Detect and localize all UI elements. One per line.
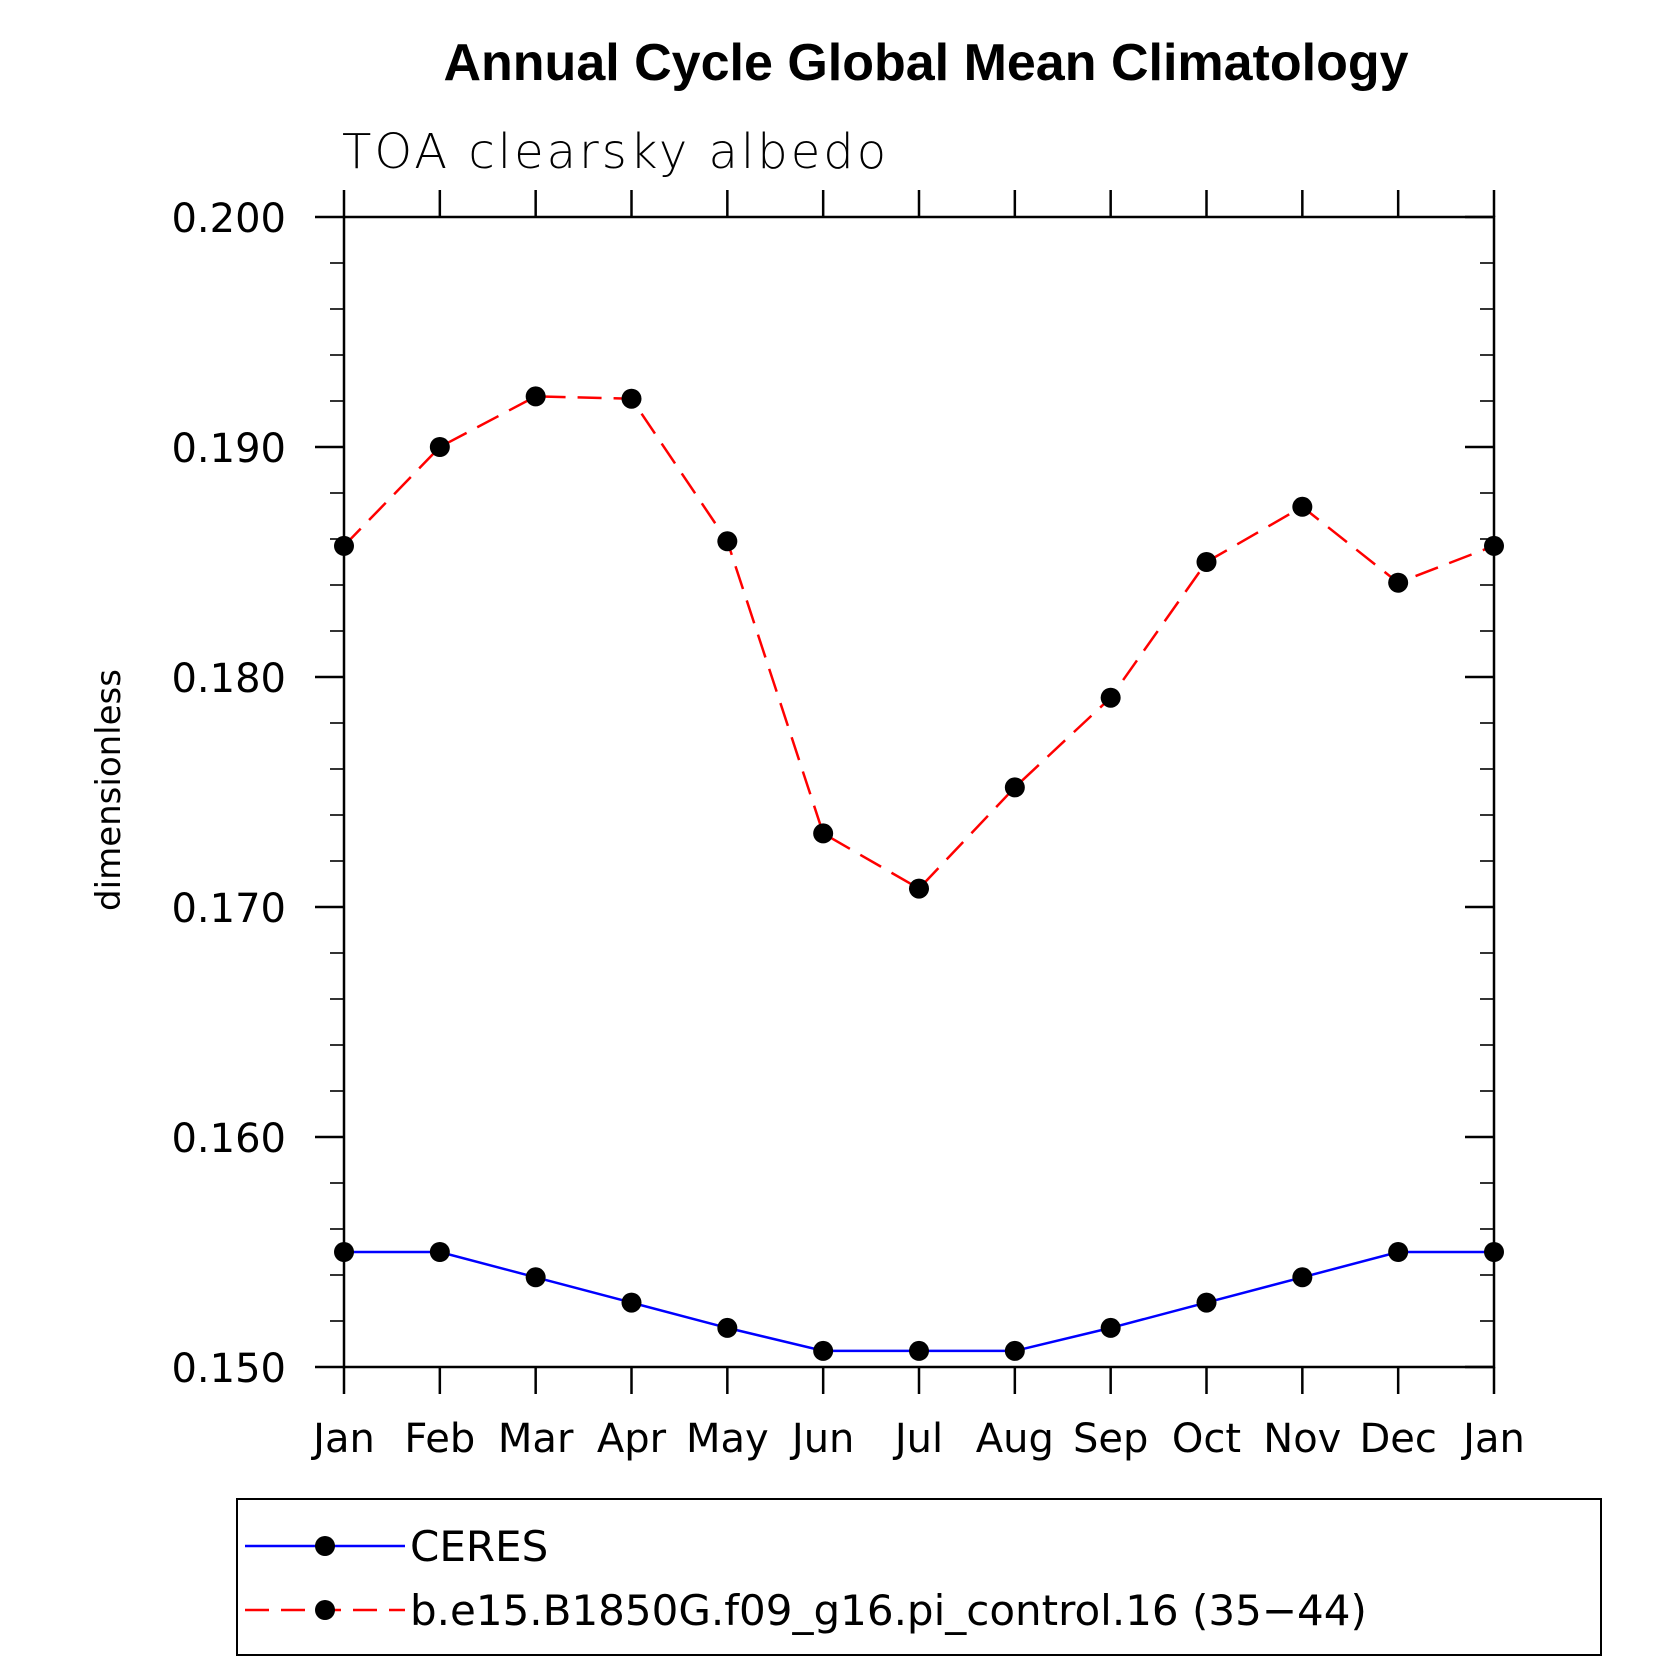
data-point (1388, 572, 1409, 593)
data-point (525, 386, 546, 407)
data-point (813, 1340, 834, 1361)
data-point (334, 1242, 354, 1262)
data-point (334, 535, 354, 556)
chart-title: Annual Cycle Global Mean Climatology (443, 34, 1408, 92)
x-tick-label: Oct (1172, 1416, 1241, 1462)
axis-ticks (315, 190, 1496, 1394)
x-tick-label: Nov (1263, 1416, 1341, 1462)
x-tick-label: Jun (789, 1416, 855, 1462)
data-point (1484, 535, 1504, 556)
data-point (621, 1292, 642, 1313)
legend: CERES b.e15.B1850G.f09_g16.pi_control.16 … (236, 1498, 1602, 1656)
data-point (1196, 1292, 1217, 1313)
x-tick-label: Jan (1460, 1416, 1525, 1462)
data-point (1292, 496, 1313, 517)
series-line (344, 1250, 1494, 1353)
data-point (1388, 1242, 1409, 1262)
data-point (909, 1340, 929, 1361)
data-point (1004, 777, 1025, 798)
data-point (717, 531, 738, 552)
data-point (1292, 1267, 1313, 1288)
y-tick-label: 0.150 (171, 1346, 286, 1392)
x-tick-label: Jul (892, 1416, 943, 1462)
data-point (813, 823, 834, 844)
y-tick-label: 0.180 (171, 656, 286, 702)
y-tick-label: 0.190 (171, 426, 286, 472)
legend-marker (315, 1536, 335, 1556)
data-point (717, 1317, 738, 1338)
data-point (1004, 1340, 1025, 1361)
y-tick-label: 0.170 (171, 886, 286, 932)
y-tick-label: 0.160 (171, 1116, 286, 1162)
legend-marker (315, 1600, 335, 1620)
data-point (429, 1242, 450, 1262)
data-point (1484, 1242, 1504, 1262)
x-tick-label: Feb (404, 1416, 475, 1462)
x-tick-label: Mar (498, 1416, 574, 1462)
x-tick-label: Aug (976, 1416, 1054, 1462)
data-point (1100, 1317, 1121, 1338)
chart-subtitle: TOA clearsky albedo (342, 124, 889, 180)
x-tick-label: Dec (1359, 1416, 1436, 1462)
plot-frame (342, 215, 1496, 1369)
y-tick-label: 0.200 (171, 196, 286, 242)
x-tick-label: Apr (597, 1416, 667, 1462)
y-axis-label: dimensionless (89, 669, 129, 911)
legend-label: b.e15.B1850G.f09_g16.pi_control.16 (35−4… (410, 1586, 1367, 1635)
x-tick-label: May (686, 1416, 769, 1462)
data-point (621, 388, 642, 409)
data-point (525, 1267, 546, 1288)
x-tick-label: Sep (1073, 1416, 1148, 1462)
data-point (1100, 687, 1121, 708)
axis-tick-labels: Jan Feb Mar Apr May Jun Jul Aug Sep Oct Nov Dec Jan 0… (171, 196, 1524, 1462)
legend-label: CERES (410, 1522, 548, 1571)
series-group (334, 386, 1504, 1361)
legend-box (236, 1498, 1602, 1656)
data-point (1196, 552, 1217, 572)
series-line (343, 395, 1495, 891)
x-tick-label: Jan (310, 1416, 375, 1462)
data-point (429, 437, 450, 457)
data-point (909, 878, 929, 899)
